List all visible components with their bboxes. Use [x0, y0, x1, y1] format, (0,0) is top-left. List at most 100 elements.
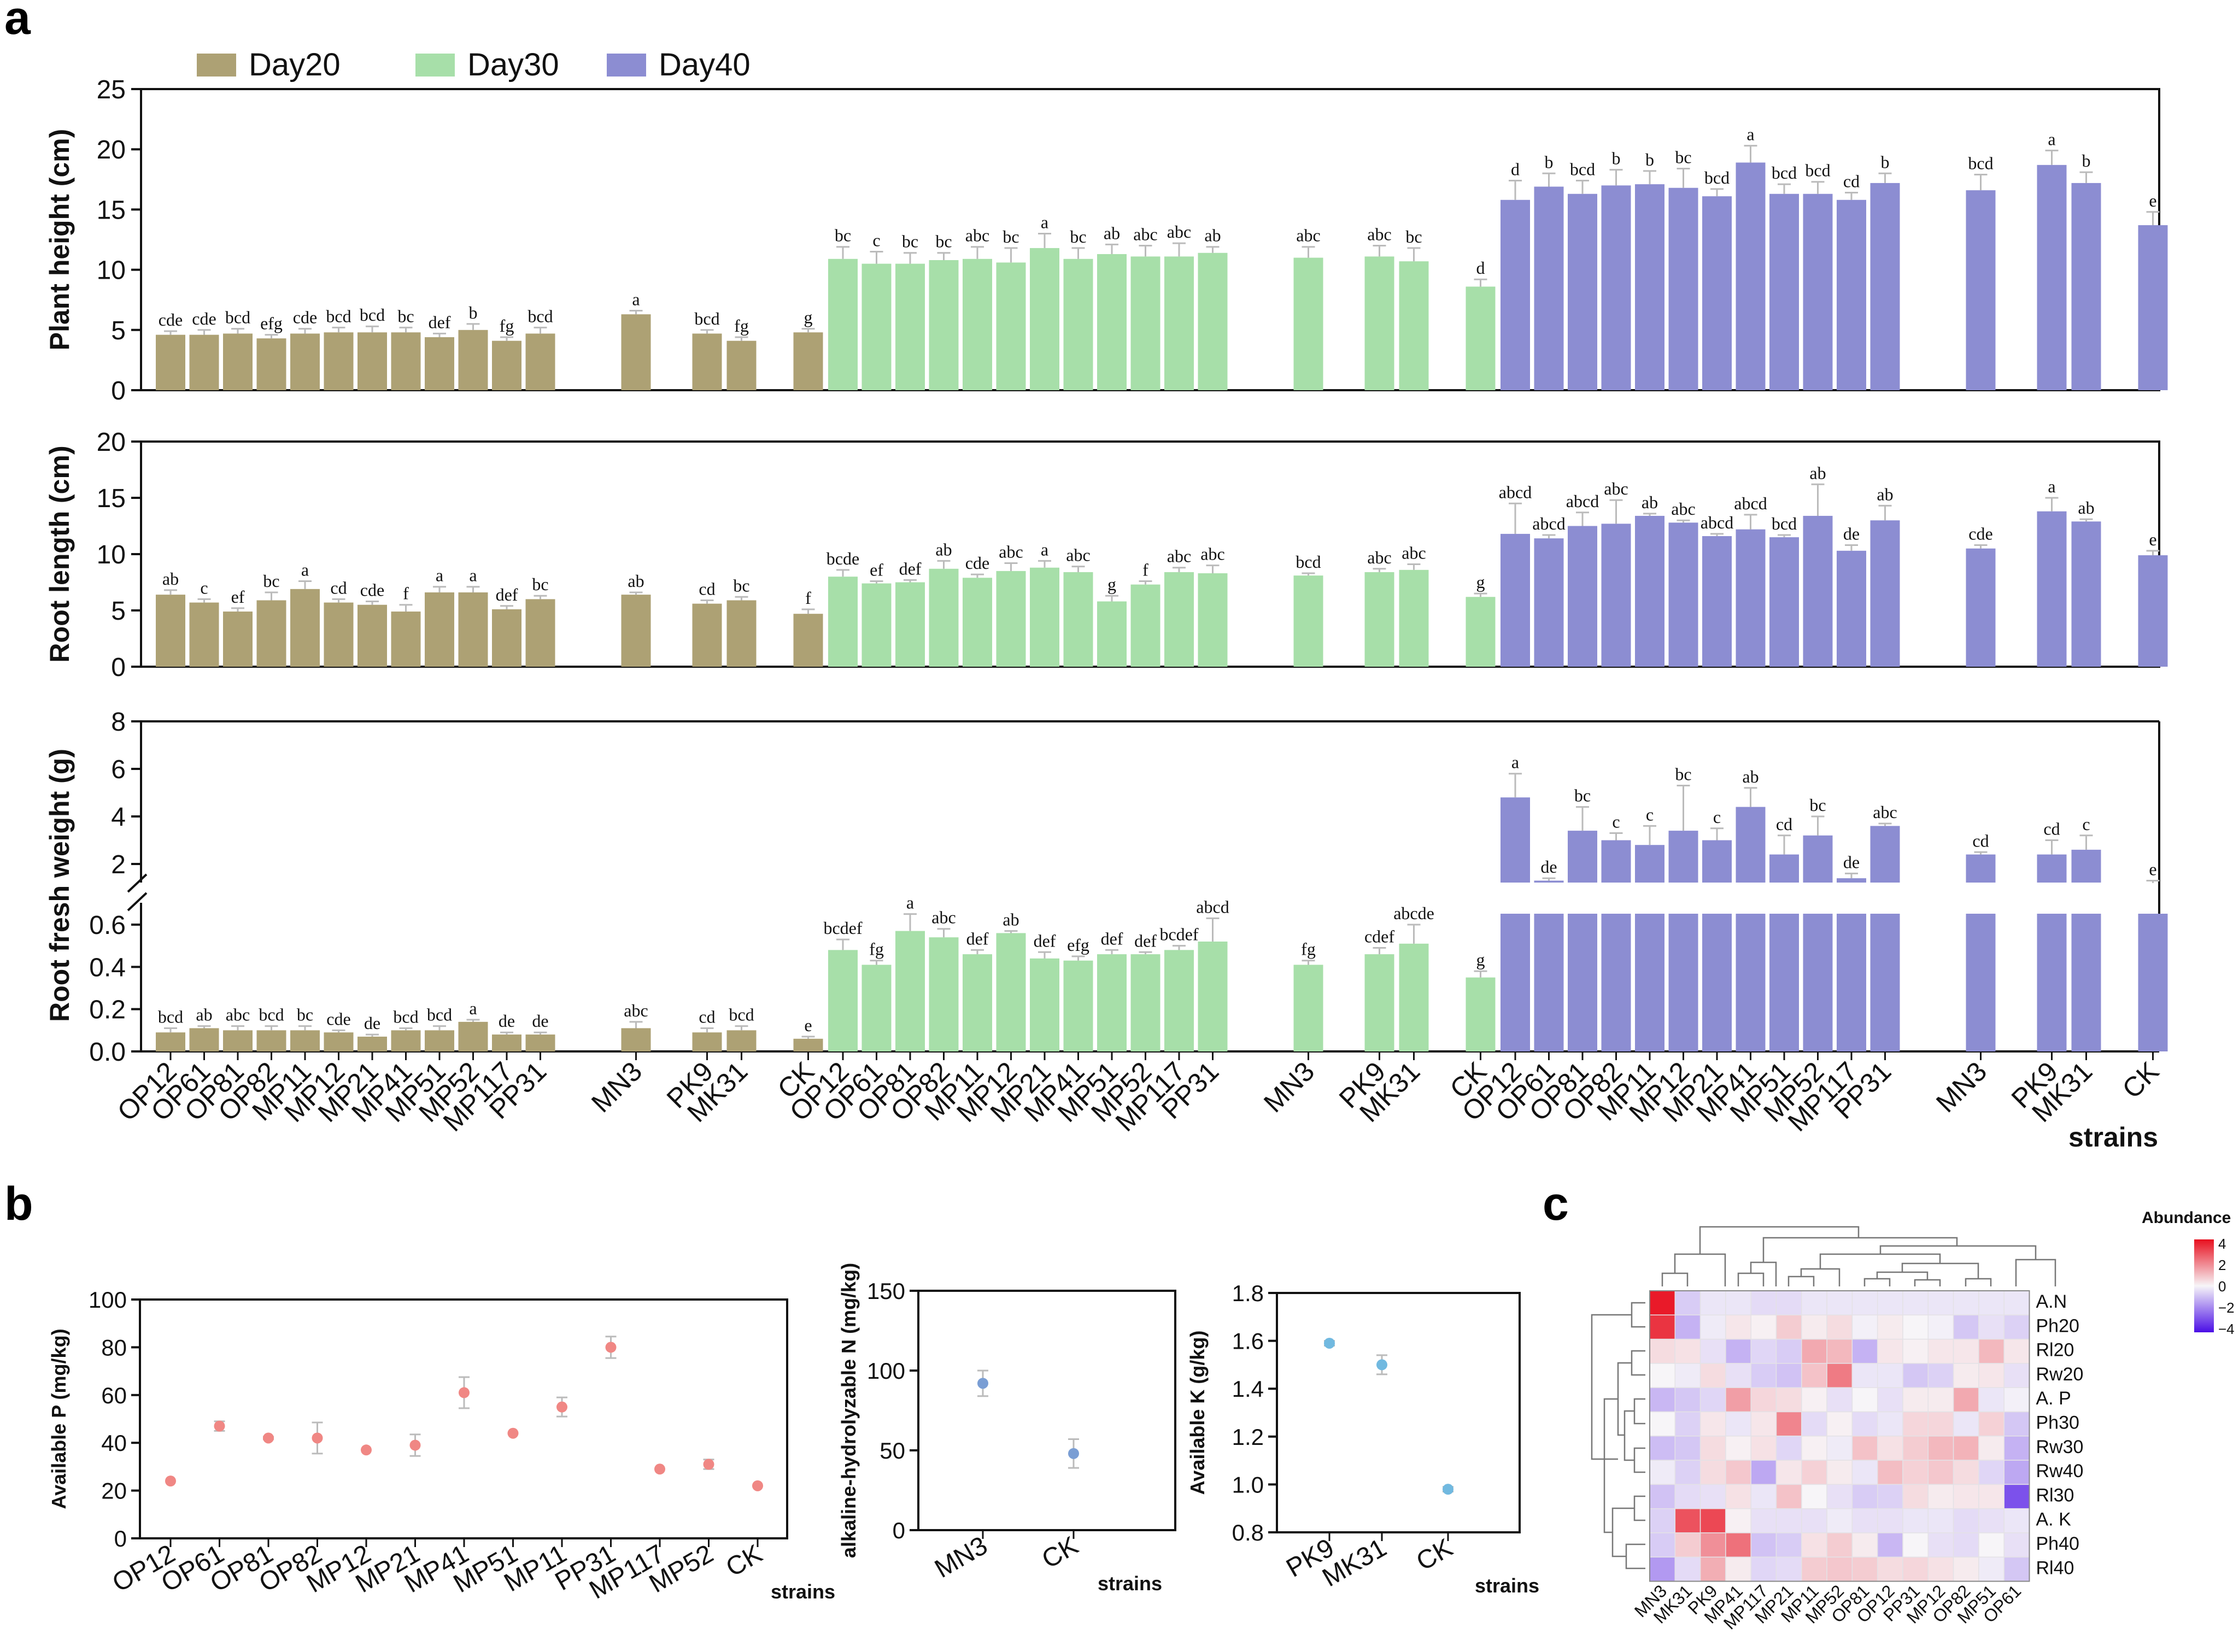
heatmap-cell	[1953, 1387, 1979, 1413]
legend-swatch-day30	[415, 54, 455, 77]
b3-point	[1443, 1484, 1453, 1495]
a2-bar	[963, 578, 992, 667]
a3-bar	[1364, 954, 1394, 1051]
a3-y-tick-label: 4	[111, 803, 126, 832]
a2-bar	[996, 571, 1026, 667]
a1-bar	[996, 262, 1026, 390]
a1-bar	[2138, 225, 2168, 390]
a3-significance-label: bc	[1574, 786, 1591, 806]
a2-bar	[256, 600, 286, 667]
heatmap-scale-tick-label: 4	[2218, 1236, 2226, 1252]
a3-bar	[458, 1021, 488, 1051]
a3-significance-label: bcdef	[823, 918, 862, 938]
a2-significance-label: ef	[231, 587, 245, 607]
heatmap-row-label: Rl30	[2036, 1485, 2074, 1506]
heatmap-cell	[1801, 1363, 1827, 1388]
a3-bar-lower-segment	[1870, 914, 1900, 1051]
a3-bar	[492, 1034, 521, 1051]
heatmap-cell	[1978, 1314, 2004, 1340]
heatmap-cell	[1902, 1290, 1929, 1316]
heatmap-cell	[2003, 1338, 2030, 1364]
a1-significance-label: ab	[1104, 223, 1120, 243]
b2-plot-frame	[917, 1290, 1176, 1531]
a2-significance-label: bcd	[1772, 514, 1797, 533]
a1-significance-label: a	[1041, 212, 1048, 232]
a1-significance-label: abc	[1133, 225, 1157, 244]
a3-bar	[1837, 878, 1866, 883]
a2-significance-label: abc	[999, 542, 1023, 561]
legend-label-day30: Day30	[467, 47, 559, 83]
row-dendrogram-branch	[1633, 1495, 1645, 1521]
a1-bar	[156, 334, 185, 390]
heatmap-cell	[1877, 1508, 1903, 1533]
a3-bar	[1399, 943, 1429, 1051]
column-dendrogram-branch	[1699, 1226, 1860, 1254]
a2-significance-label: abcd	[1734, 493, 1767, 513]
a3-significance-label: cd	[1776, 814, 1792, 834]
heatmap-cell	[1801, 1532, 1827, 1558]
a2-y-tick-label: 15	[97, 484, 126, 513]
b1-point	[459, 1387, 470, 1398]
a2-bar	[1030, 567, 1059, 667]
a1-bar	[1769, 193, 1799, 390]
a3-bar	[1702, 840, 1732, 883]
heatmap-cell	[1851, 1484, 1878, 1509]
a3-bar	[1601, 840, 1631, 883]
b3-y-tick-label: 1.4	[1232, 1376, 1264, 1402]
a2-y-axis-label: Root length (cm)	[44, 445, 75, 662]
row-dendrogram-branch	[1611, 1507, 1634, 1557]
a3-y-tick-label: 0.6	[89, 911, 126, 940]
b3-y-tick-label: 1.6	[1232, 1328, 1264, 1354]
a3-y-tick-label: 0.0	[89, 1038, 126, 1067]
heatmap-cell	[1750, 1436, 1777, 1461]
a3-bar	[1130, 954, 1160, 1051]
heatmap-cell	[1851, 1436, 1878, 1461]
heatmap-cell	[2003, 1460, 2030, 1485]
heatmap-cell	[1649, 1387, 1676, 1413]
b1-point	[312, 1432, 323, 1444]
a2-significance-label: abc	[1367, 548, 1391, 567]
a3-y-tick-label: 0.2	[89, 996, 126, 1025]
b1-y-tick-label: 60	[101, 1383, 127, 1408]
heatmap-cell	[1750, 1411, 1777, 1437]
a3-significance-label: abc	[931, 908, 956, 927]
a1-bar	[1164, 256, 1194, 390]
heatmap-cell	[1674, 1338, 1701, 1364]
heatmap-row-label: Ph30	[2036, 1413, 2079, 1433]
a3-bar	[1466, 977, 1496, 1051]
a1-bar	[189, 334, 219, 390]
a1-bar	[1702, 196, 1732, 390]
heatmap-cell	[1953, 1338, 1979, 1364]
heatmap-cell	[1649, 1484, 1676, 1509]
a3-bar-lower-segment	[1668, 914, 1698, 1051]
a1-bar	[726, 340, 757, 390]
a3-significance-label: def	[966, 928, 989, 948]
a2-bar	[828, 577, 858, 667]
a3-bar	[290, 1030, 320, 1051]
a1-significance-label: b	[2082, 151, 2091, 171]
heatmap-cell	[1649, 1436, 1676, 1461]
heatmap-cell	[1775, 1314, 1802, 1340]
b1-y-tick-label: 0	[114, 1526, 127, 1551]
a3-bar-lower-segment	[1803, 914, 1833, 1051]
heatmap-row-label: Rw40	[2036, 1461, 2084, 1481]
heatmap-cell	[1801, 1387, 1827, 1413]
a2-bar	[895, 582, 925, 667]
heatmap-cell	[1649, 1338, 1676, 1364]
b3-y-tick-label: 1.2	[1232, 1424, 1264, 1450]
a2-significance-label: a	[436, 566, 443, 585]
heatmap-cell	[1725, 1556, 1751, 1582]
heatmap-cell	[1801, 1290, 1827, 1316]
a1-significance-label: abc	[1167, 222, 1191, 242]
a3-bar	[793, 1038, 823, 1051]
heatmap-scale-tick-label: 0	[2218, 1278, 2226, 1295]
a3-bar-lower-segment	[1534, 914, 1564, 1051]
b1-y-axis-label: Available P (mg/kg)	[48, 1328, 70, 1509]
heatmap-cell	[1851, 1556, 1878, 1582]
a1-significance-label: c	[872, 231, 880, 250]
heatmap-cell	[1902, 1556, 1929, 1582]
a2-bar	[223, 612, 253, 667]
a2-significance-label: a	[301, 560, 309, 579]
heatmap-legend-title: Abundance	[2142, 1209, 2231, 1227]
